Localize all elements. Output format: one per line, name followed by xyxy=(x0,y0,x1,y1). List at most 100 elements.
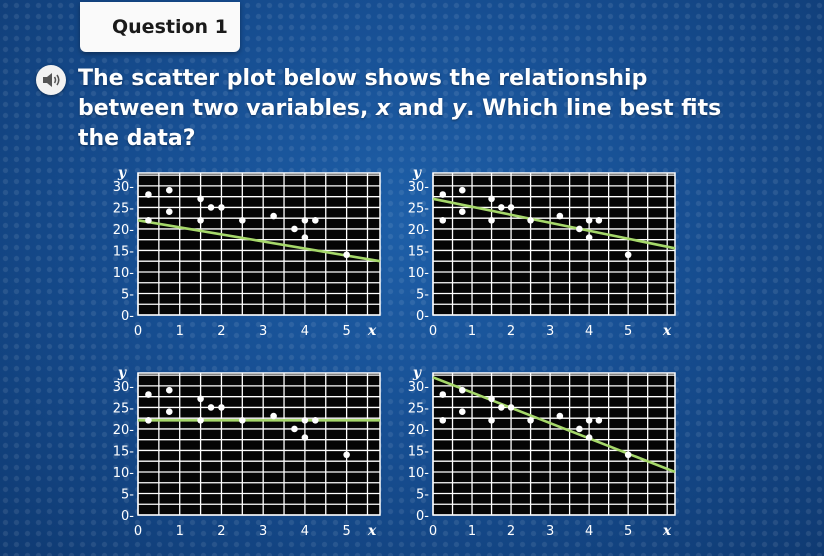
answer-option-4[interactable]: 0- 5- 10- 15- 20- 25- 30- 0 1 2 3 4 5 y x xyxy=(395,365,685,545)
x-tick-label: 5 xyxy=(624,324,632,339)
y-tick-label: 0- xyxy=(416,509,429,524)
data-point xyxy=(507,204,515,211)
data-point xyxy=(624,251,632,259)
data-point xyxy=(439,217,447,224)
y-axis-label: y xyxy=(412,365,422,381)
data-point xyxy=(556,412,564,420)
x-axis-label: x xyxy=(662,323,672,339)
data-point xyxy=(207,204,215,211)
data-point xyxy=(291,425,298,433)
data-point xyxy=(488,417,495,424)
data-point xyxy=(595,417,603,424)
y-tick-label: 20- xyxy=(113,423,135,438)
data-point xyxy=(145,391,152,398)
data-point xyxy=(145,417,152,424)
data-point xyxy=(165,408,173,416)
y-tick-label: 10- xyxy=(113,466,135,481)
data-point xyxy=(498,204,505,211)
question-tab-label: Question 1 xyxy=(112,16,228,38)
data-point xyxy=(270,212,277,220)
question-text: The scatter plot below shows the relatio… xyxy=(78,64,758,154)
grid xyxy=(137,373,380,516)
y-tick-label: 15- xyxy=(113,444,135,459)
y-tick-label: 10- xyxy=(408,266,430,281)
x-axis-label: x xyxy=(367,323,377,339)
data-point xyxy=(312,217,319,224)
y-tick-label: 25- xyxy=(113,401,135,416)
data-point xyxy=(488,395,495,403)
data-point xyxy=(439,417,447,424)
y-tick-label: 15- xyxy=(113,244,135,259)
x-tick-label: 4 xyxy=(301,524,309,539)
data-point xyxy=(585,417,593,424)
data-point xyxy=(312,417,319,424)
data-point xyxy=(458,186,466,194)
data-point xyxy=(197,195,204,203)
data-point xyxy=(197,417,204,424)
speaker-icon[interactable] xyxy=(36,65,66,95)
y-axis-label: y xyxy=(412,165,422,181)
answer-option-2[interactable]: 0- 5- 10- 15- 20- 25- 30- 0 1 2 3 4 5 y x xyxy=(395,165,685,345)
grid xyxy=(137,173,380,316)
data-point xyxy=(145,217,152,224)
scatter-plot: 0- 5- 10- 15- 20- 25- 30- 0 1 2 3 4 5 y x xyxy=(408,165,676,339)
y-tick-label: 25- xyxy=(408,401,430,416)
y-tick-label: 0- xyxy=(121,309,134,324)
y-tick-label: 10- xyxy=(408,466,430,481)
data-point xyxy=(301,217,309,224)
data-point xyxy=(301,417,309,424)
data-point xyxy=(145,191,152,198)
x-tick-label: 4 xyxy=(585,524,593,539)
y-tick-label: 5- xyxy=(121,287,134,302)
answer-option-3[interactable]: 0- 5- 10- 15- 20- 25- 30- 0 1 2 3 4 5 y x xyxy=(100,365,390,545)
x-tick-label: 0 xyxy=(429,324,437,339)
y-tick-label: 25- xyxy=(113,201,135,216)
data-point xyxy=(595,217,603,224)
x-tick-label: 1 xyxy=(468,324,476,339)
data-point xyxy=(165,186,173,194)
x-tick-label: 2 xyxy=(217,324,225,339)
data-point xyxy=(585,434,593,441)
plot-border xyxy=(432,372,676,516)
data-point xyxy=(439,391,447,398)
question-tab[interactable]: Question 1 xyxy=(80,2,240,52)
data-point xyxy=(458,208,466,216)
x-tick-label: 2 xyxy=(507,524,515,539)
x-tick-label: 0 xyxy=(134,324,142,339)
data-point xyxy=(576,225,583,233)
question-text-start: The scatter plot below shows the relatio… xyxy=(78,66,648,121)
question-text-end: . Which line best fits the data? xyxy=(78,96,722,151)
x-tick-label: 3 xyxy=(259,324,267,339)
y-tick-label: 5- xyxy=(121,487,134,502)
data-point xyxy=(624,451,632,459)
plot-border xyxy=(137,172,381,316)
variable-x: x xyxy=(376,96,391,121)
y-axis-label: y xyxy=(117,165,127,181)
y-tick-label: 10- xyxy=(113,266,135,281)
x-tick-label: 4 xyxy=(301,324,309,339)
answer-option-1[interactable]: 0- 5- 10- 15- 20- 25- 30- 0 1 2 3 4 5 y x xyxy=(100,165,390,345)
data-point xyxy=(439,191,447,198)
data-point xyxy=(585,217,593,224)
data-point xyxy=(576,425,583,433)
data-point xyxy=(291,225,298,233)
x-tick-label: 1 xyxy=(176,524,184,539)
fit-line xyxy=(432,197,676,250)
y-tick-label: 0- xyxy=(121,509,134,524)
scatter-plot: 0- 5- 10- 15- 20- 25- 30- 0 1 2 3 4 5 y x xyxy=(113,365,381,539)
y-tick-label: 5- xyxy=(416,487,429,502)
y-tick-label: 20- xyxy=(113,223,135,238)
y-tick-label: 20- xyxy=(408,223,430,238)
data-point xyxy=(301,434,309,441)
data-point xyxy=(458,408,466,416)
data-point xyxy=(218,204,225,211)
plot-border xyxy=(432,172,676,316)
data-point xyxy=(197,395,204,403)
y-tick-label: 20- xyxy=(408,423,430,438)
data-point xyxy=(165,208,173,216)
data-point xyxy=(507,404,515,411)
data-point xyxy=(239,417,246,424)
variable-y: y xyxy=(451,96,467,121)
data-point xyxy=(488,217,495,224)
data-point xyxy=(527,417,534,424)
